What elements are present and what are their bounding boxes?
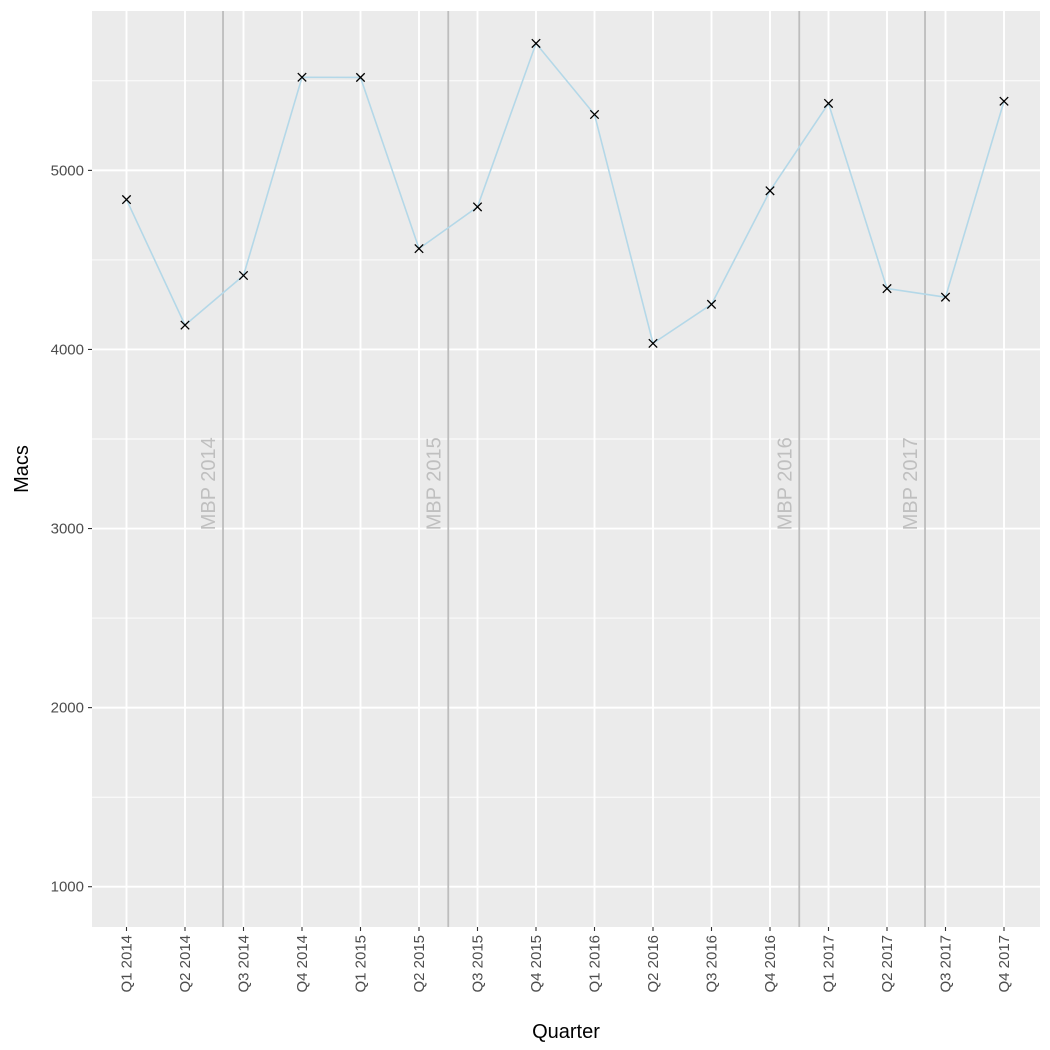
data-point (297, 72, 307, 82)
x-tick-label: Q1 2017 (821, 935, 838, 993)
x-tick-label: Q4 2015 (528, 935, 545, 993)
point-marker-stroke (472, 202, 483, 212)
point-marker-stroke (823, 98, 834, 109)
x-tick-label: Q2 2017 (879, 935, 896, 993)
axes: 1000 2000 3000 4000 5000 Q1 2014 Q2 2014 Q3 201… (51, 162, 1013, 992)
point-marker-stroke (999, 96, 1009, 106)
data-point (121, 194, 132, 205)
x-tick-label: Q1 2016 (587, 935, 604, 993)
event-label: MBP 2016 (774, 437, 796, 530)
point-marker-stroke (180, 320, 190, 330)
x-tick-label: Q3 2014 (236, 935, 253, 993)
y-axis-title: Macs (11, 445, 33, 493)
point-marker-stroke (121, 194, 132, 205)
point-marker-stroke (414, 243, 424, 254)
data-point (180, 320, 190, 330)
y-tick-label: 2000 (51, 700, 84, 717)
data-point (940, 292, 951, 302)
data-point (882, 283, 892, 294)
x-tick-label: Q2 2014 (177, 935, 194, 993)
x-tick-label: Q2 2016 (645, 935, 662, 993)
data-point (355, 72, 366, 83)
data-point (238, 270, 249, 281)
grid-lines (92, 11, 1040, 927)
x-tick-label: Q1 2015 (353, 935, 370, 993)
point-marker-stroke (238, 270, 249, 281)
data-point (414, 243, 424, 254)
point-marker-stroke (531, 38, 541, 49)
x-tick-label: Q3 2016 (704, 935, 721, 993)
point-marker-stroke (589, 109, 600, 120)
data-point (765, 186, 775, 196)
data-point (589, 109, 600, 120)
point-marker-stroke (297, 72, 307, 82)
x-axis-title: Quarter (532, 1021, 600, 1043)
x-tick-label: Q3 2017 (938, 935, 955, 993)
point-marker-stroke (765, 186, 775, 196)
series (121, 38, 1009, 349)
y-tick-label: 3000 (51, 521, 84, 538)
data-point (706, 299, 717, 309)
point-marker-stroke (940, 292, 951, 302)
x-tick-label: Q3 2015 (470, 935, 487, 993)
x-tick-label: Q4 2017 (996, 935, 1013, 993)
data-point (999, 96, 1009, 106)
x-tick-label: Q4 2016 (762, 935, 779, 993)
event-markers: MBP 2014 MBP 2015 MBP 2016 MBP 2017 (198, 11, 926, 927)
y-tick-label: 5000 (51, 162, 84, 179)
y-tick-label: 4000 (51, 341, 84, 358)
event-label: MBP 2014 (198, 437, 220, 530)
data-point (648, 338, 658, 349)
y-tick-label: 1000 (51, 879, 84, 896)
event-label: MBP 2015 (423, 437, 445, 530)
plot-panel (92, 11, 1040, 927)
x-tick-label: Q4 2014 (294, 935, 311, 993)
point-marker-stroke (882, 283, 892, 294)
x-tick-label: Q2 2015 (411, 935, 428, 993)
data-point (472, 202, 483, 212)
x-tick-label: Q1 2014 (119, 935, 136, 993)
data-point (531, 38, 541, 49)
data-point (823, 98, 834, 109)
point-marker-stroke (648, 338, 658, 349)
point-marker-stroke (706, 299, 717, 309)
series-line (125, 41, 1005, 345)
event-label: MBP 2017 (900, 437, 922, 530)
point-marker-stroke (355, 72, 366, 83)
